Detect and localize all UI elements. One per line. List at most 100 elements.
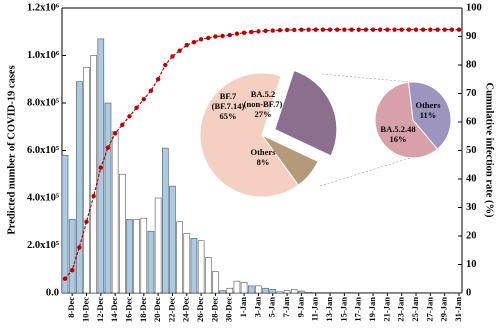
x-tick-label: 16-Dec (123, 297, 133, 322)
bar (76, 81, 83, 294)
pie-slice (274, 69, 338, 157)
x-tick-label: 9-Jan (295, 297, 305, 318)
y2-tick-label: 80 (466, 59, 477, 70)
line-marker (270, 28, 275, 33)
line-marker (449, 27, 455, 32)
pie-slice (199, 72, 300, 198)
line-marker (241, 30, 247, 35)
line-marker (320, 27, 326, 32)
bar (68, 219, 76, 294)
line-marker (120, 122, 125, 128)
connector (321, 73, 411, 83)
pie-label: (non-BF.7) (244, 99, 283, 109)
x-tick-label: 25-Jan (410, 297, 420, 322)
bar (190, 238, 198, 294)
line-marker (428, 27, 433, 32)
line-marker (356, 27, 361, 32)
x-tick-label: 5-Jan (267, 297, 277, 318)
line-marker (206, 35, 211, 41)
bar (154, 197, 162, 294)
line-marker (385, 27, 390, 32)
line-marker (342, 27, 347, 32)
pie-label: (BF.7.14) (212, 101, 245, 111)
line-marker (392, 27, 397, 32)
line-marker (284, 27, 290, 33)
bar (61, 154, 69, 294)
line-marker (378, 27, 383, 32)
line-marker (420, 27, 426, 32)
line-marker (227, 32, 232, 38)
line-marker (62, 276, 68, 281)
line-marker (399, 27, 404, 32)
bar (176, 221, 183, 294)
bar (119, 173, 126, 294)
line-marker (77, 245, 82, 250)
bar (298, 290, 305, 294)
x-tick-label: 8-Dec (66, 297, 76, 318)
bar (133, 219, 140, 294)
bar (240, 282, 248, 294)
x-tick-label: 7-Jan (281, 297, 291, 318)
bar (126, 219, 133, 294)
bar (161, 147, 169, 294)
line-marker (406, 27, 412, 32)
bar (276, 291, 284, 294)
x-tick-label: 23-Jan (396, 297, 406, 322)
x-tick-label: 22-Dec (166, 297, 176, 322)
line-marker (306, 27, 311, 32)
x-tick-label: 14-Dec (109, 297, 119, 322)
pie-slice (408, 81, 452, 150)
line-marker (141, 97, 146, 102)
bar (197, 240, 205, 294)
bar (83, 67, 90, 294)
x-tick-label: 12-Dec (95, 297, 105, 322)
pie-label: BA.5.2.48 (380, 124, 415, 134)
y2-tick-label: 40 (466, 173, 477, 184)
y2-tick-label: 100 (466, 2, 482, 13)
bar (262, 287, 269, 294)
bar (226, 287, 234, 294)
y2-tick-label: 10 (466, 259, 477, 270)
line-marker (456, 27, 462, 32)
x-tick-label: 20-Dec (152, 297, 162, 322)
bar (140, 217, 148, 294)
y2-tick-label: 30 (466, 202, 477, 213)
y-tick-label: 1.0x10⁶ (27, 50, 59, 61)
bar (169, 185, 176, 294)
line-marker (234, 31, 240, 36)
y2-axis-title: Cumulative infection rate (%) (484, 82, 495, 218)
x-tick-label: 17-Jan (353, 297, 363, 322)
line-marker (292, 27, 297, 33)
pie-value-label: 16% (390, 134, 407, 144)
bar (255, 285, 262, 294)
line-marker (313, 27, 318, 32)
line-marker (191, 40, 197, 45)
line-marker (256, 29, 261, 34)
pie-value-label: 65% (220, 111, 237, 121)
line-marker (327, 27, 333, 32)
line-marker (249, 29, 254, 35)
pie-label: Others (250, 147, 276, 157)
x-tick-label: 26-Dec (195, 297, 205, 322)
line-marker (435, 27, 440, 32)
line-marker (148, 88, 154, 93)
bar (90, 55, 97, 294)
bar (183, 233, 191, 294)
y-tick-label: 4.0x10⁵ (27, 192, 59, 203)
bar (283, 290, 291, 294)
pie-label: BA.5.2 (251, 89, 276, 99)
x-tick-label: 15-Jan (338, 297, 348, 322)
line-marker (213, 34, 218, 39)
bar (111, 131, 119, 294)
line-marker (263, 28, 268, 33)
line-marker (91, 193, 96, 199)
bar (147, 230, 155, 294)
line-marker (170, 54, 175, 59)
line-marker (69, 268, 75, 273)
y-tick-label: 8.0x10⁵ (27, 97, 59, 108)
x-tick-label: 1-Jan (238, 297, 248, 318)
line-marker (442, 27, 447, 32)
y-tick-label: 2.0x10⁵ (27, 240, 59, 251)
x-tick-label: 31-Jan (453, 297, 463, 322)
